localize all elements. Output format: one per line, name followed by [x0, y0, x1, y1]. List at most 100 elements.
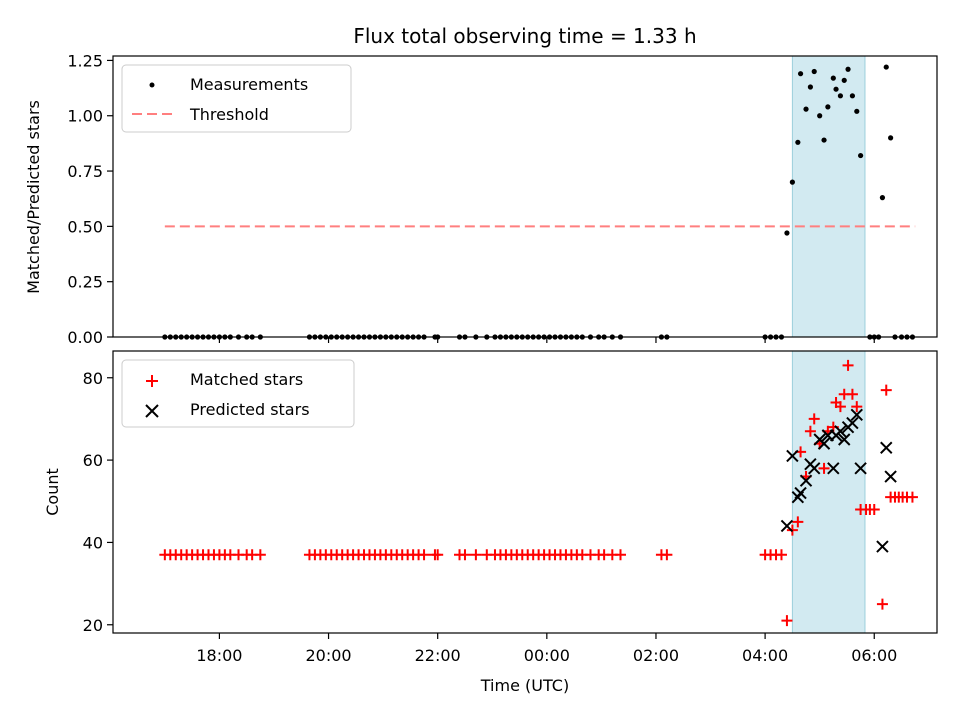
matched-star-point [818, 462, 830, 474]
predicted-star-points [780, 408, 897, 553]
predicted-star-point [808, 462, 821, 475]
matched-star-point [614, 549, 626, 561]
matched-star-point [792, 516, 804, 528]
predicted-star-point [838, 433, 851, 446]
measurement-point [789, 179, 795, 185]
matched-star-point [906, 491, 918, 503]
top-y-axis-label: Matched/Predicted stars [24, 100, 43, 294]
top-y-tick-label: 0.00 [67, 328, 103, 347]
bottom-y-tick-label: 20 [83, 616, 103, 635]
measurement-point [841, 77, 847, 83]
measurement-point [807, 84, 813, 90]
legend-predicted: Predicted stars [190, 400, 310, 419]
top-y-tick-label: 1.25 [67, 51, 103, 70]
top-y-tick-label: 0.50 [67, 217, 103, 236]
x-tick-label: 06:00 [851, 646, 897, 665]
predicted-star-point [884, 470, 897, 483]
top-y-tick-label: 0.75 [67, 162, 103, 181]
measurement-point [784, 230, 790, 236]
top-panel-ratio: 0.00 0.25 0.50 0.75 1.00 1.25 Matched/Predict… [24, 51, 938, 347]
measurement-legend-marker [149, 82, 155, 88]
bottom-legend: Matched stars Predicted stars [121, 359, 355, 428]
matched-star-point [842, 359, 854, 371]
predicted-star-point [846, 416, 859, 430]
matched-star-point [804, 425, 816, 437]
predicted-star-point [799, 474, 813, 487]
matched-star-point [418, 549, 430, 561]
top-y-tick-label: 1.00 [67, 107, 103, 126]
matched-star-point [254, 549, 266, 561]
top-x-ticks [218, 337, 875, 343]
measurement-point [817, 113, 823, 119]
top-legend-box [121, 64, 352, 133]
x-tick-label: 02:00 [633, 646, 679, 665]
matched-star-point [775, 549, 787, 561]
top-y-tick-label: 0.25 [67, 273, 103, 292]
bottom-y-axis: 20 40 60 80 [83, 369, 113, 635]
bottom-y-axis-label: Count [43, 468, 62, 516]
matched-star-point [868, 503, 880, 515]
legend-threshold: Threshold [189, 105, 269, 124]
measurement-point [849, 93, 856, 99]
x-tick-label: 20:00 [305, 646, 351, 665]
measurement-point [811, 68, 817, 75]
bottom-axes-frame [112, 350, 938, 634]
bottom-y-tick-label: 40 [83, 533, 103, 552]
measurement-point [858, 152, 864, 159]
top-axes-frame [112, 55, 938, 338]
matched-star-point [834, 401, 846, 413]
predicted-legend-marker [145, 404, 159, 418]
matched-star-point [808, 413, 820, 425]
measurement-point [797, 71, 804, 77]
matched-legend-marker [146, 375, 158, 387]
predicted-star-point [794, 486, 807, 500]
predicted-star-point [817, 437, 831, 450]
x-axis-label: Time (UTC) [480, 676, 569, 695]
top-y-axis: 0.00 0.25 0.50 0.75 1.00 1.25 [67, 51, 113, 347]
matched-star-point [470, 549, 482, 561]
matched-star-points [159, 359, 918, 627]
measurement-point [830, 75, 836, 81]
predicted-star-point [786, 449, 799, 463]
measurement-point [854, 108, 860, 114]
observing-window-shade-top [791, 55, 866, 338]
x-tick-label: 00:00 [524, 646, 570, 665]
matched-star-point [432, 549, 444, 561]
bottom-legend-box [121, 359, 355, 428]
matched-star-point [851, 401, 863, 413]
bottom-x-axis: 18:00 20:00 22:00 00:00 02:00 04:00 06:00 [196, 633, 897, 665]
measurement-point [825, 104, 831, 110]
bottom-y-tick-label: 60 [83, 451, 103, 470]
predicted-star-point [876, 540, 889, 553]
bottom-y-tick-label: 80 [83, 369, 103, 388]
matched-star-point [459, 549, 471, 561]
measurement-point [833, 86, 839, 92]
measurement-point [845, 66, 851, 72]
measurement-point [795, 139, 801, 145]
predicted-star-point [854, 462, 867, 475]
measurement-point [888, 135, 894, 141]
legend-measurements: Measurements [190, 75, 308, 94]
measurement-point [883, 64, 889, 70]
x-tick-label: 22:00 [415, 646, 461, 665]
legend-matched: Matched stars [190, 370, 303, 389]
matched-star-point [661, 549, 673, 561]
predicted-star-point [850, 408, 863, 422]
predicted-star-point [780, 519, 794, 533]
measurement-point [879, 195, 886, 201]
chart-title: Flux total observing time = 1.33 h [353, 24, 696, 48]
measurement-point [803, 106, 809, 112]
x-tick-label: 04:00 [742, 646, 788, 665]
x-tick-label: 18:00 [196, 646, 242, 665]
top-legend: Measurements Threshold [121, 64, 352, 133]
matched-star-point [880, 384, 892, 396]
bottom-panel-count: 20 40 60 80 18:00 20:00 22:00 00:00 02:00 04:00 0… [43, 350, 938, 695]
predicted-star-point [827, 462, 840, 475]
measurement-point [837, 93, 844, 99]
measurement-point [821, 137, 827, 143]
matched-star-point [781, 615, 793, 627]
matched-star-point [876, 598, 888, 610]
predicted-star-point [834, 425, 847, 438]
predicted-star-point [880, 441, 893, 454]
